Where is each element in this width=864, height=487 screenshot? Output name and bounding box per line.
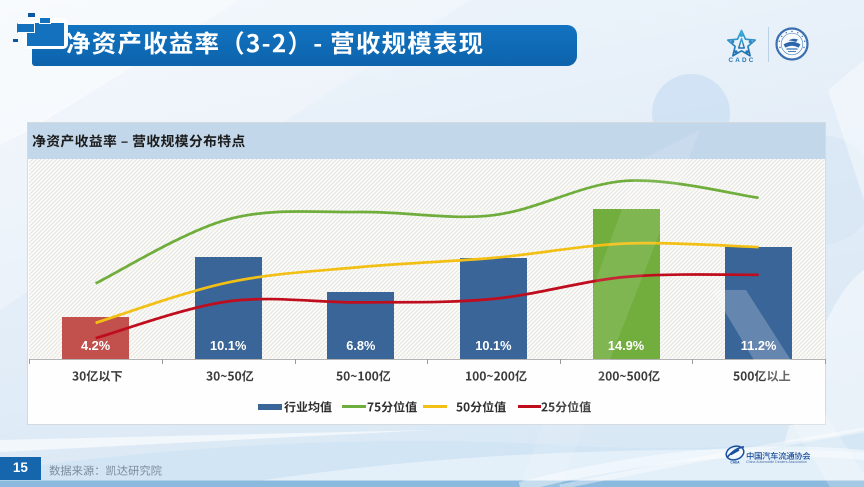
svg-text:CADA: CADA: [730, 461, 740, 465]
